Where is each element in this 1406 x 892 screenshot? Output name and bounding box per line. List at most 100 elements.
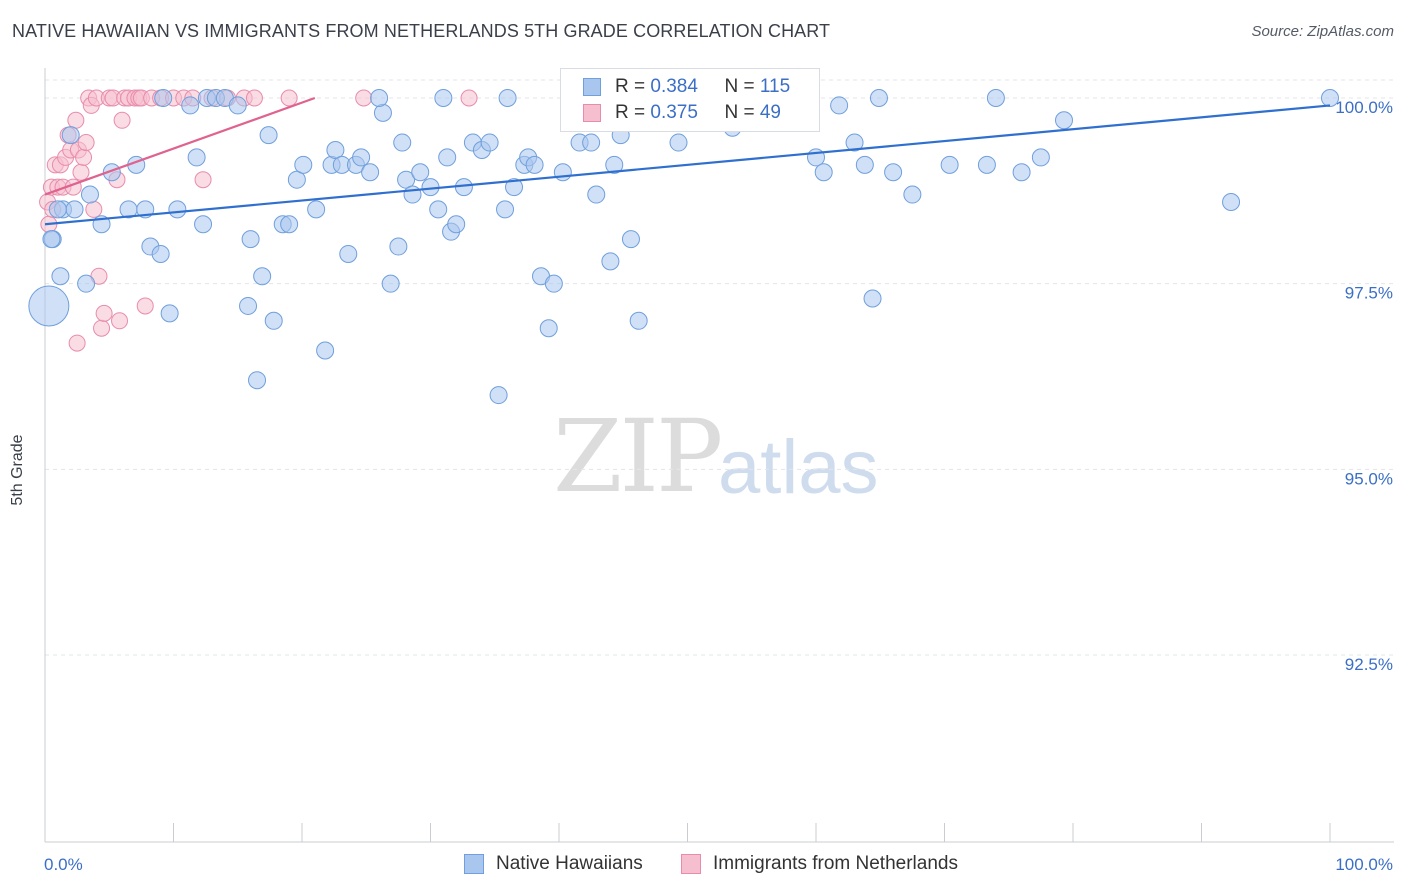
data-point-native-hawaiians [280, 215, 299, 234]
data-point-native-hawaiians [51, 267, 70, 286]
data-point-native-hawaiians [241, 230, 260, 249]
tick-labels: 92.5% 95.0% 97.5% 100.0% 0.0% 100.0% [44, 98, 1393, 874]
data-point-native-hawaiians [239, 296, 258, 315]
data-point-native-hawaiians [42, 230, 61, 249]
y-tick-label: 100.0% [1335, 98, 1393, 117]
data-point-native-hawaiians [307, 200, 326, 219]
series-legend: Native Hawaiians Immigrants from Netherl… [0, 851, 1406, 877]
data-point-native-hawaiians [48, 200, 67, 219]
data-point-native-hawaiians [264, 311, 283, 330]
data-point-native-hawaiians [863, 289, 882, 308]
data-point-native-hawaiians [228, 96, 247, 115]
data-point-immigrants-netherlands [72, 163, 90, 181]
r-value: 0.384 [650, 76, 698, 97]
data-point-native-hawaiians [403, 185, 422, 204]
n-label: N = [724, 102, 760, 123]
legend-swatch-pink [583, 104, 601, 122]
data-point-native-hawaiians [259, 126, 278, 145]
data-point-native-hawaiians [447, 215, 466, 234]
data-point-immigrants-netherlands [245, 89, 263, 107]
data-point-immigrants-netherlands [95, 304, 113, 322]
data-point-native-hawaiians [168, 200, 187, 219]
data-point-native-hawaiians [845, 133, 864, 152]
y-tick-label: 92.5% [1345, 655, 1393, 674]
axes [44, 68, 1394, 843]
data-point-native-hawaiians [525, 155, 544, 174]
data-point-native-hawaiians [601, 252, 620, 271]
legend-swatch-blue [583, 78, 601, 96]
gridlines [45, 79, 1394, 656]
n-label: N = [724, 76, 760, 97]
data-point-native-hawaiians [621, 230, 640, 249]
r-value: 0.375 [650, 102, 698, 123]
data-point-native-hawaiians [61, 126, 80, 145]
data-point-native-hawaiians [986, 89, 1005, 107]
data-point-native-hawaiians [287, 170, 306, 189]
trend-line-native-hawaiians [44, 104, 1331, 226]
legend-item-immigrants-netherlands: Immigrants from Netherlands [681, 853, 958, 875]
data-point-native-hawaiians [1031, 148, 1050, 167]
data-point-native-hawaiians [814, 163, 833, 182]
data-point-native-hawaiians [884, 163, 903, 182]
legend-swatch-pink [681, 854, 701, 874]
data-point-immigrants-netherlands [111, 312, 129, 330]
data-point-native-hawaiians [489, 386, 508, 405]
data-point-immigrants-netherlands [113, 111, 131, 129]
r-label: R = [615, 102, 651, 123]
data-point-immigrants-netherlands [75, 148, 93, 166]
data-point-native-hawaiians [361, 163, 380, 182]
data-point-native-hawaiians [316, 341, 335, 360]
data-point-immigrants-netherlands [280, 89, 298, 107]
data-point-native-hawaiians [830, 96, 849, 115]
data-point-native-hawaiians [582, 133, 601, 152]
watermark-atlas: atlas [718, 425, 879, 510]
data-point-native-hawaiians [434, 89, 453, 107]
n-value: 115 [759, 76, 791, 97]
data-point-immigrants-netherlands [85, 200, 103, 218]
data-point-native-hawaiians [869, 89, 888, 107]
data-point-native-hawaiians [505, 178, 524, 197]
data-point-native-hawaiians [80, 185, 99, 204]
data-point-native-hawaiians [373, 103, 392, 122]
data-point-immigrants-netherlands [68, 334, 86, 352]
data-point-native-hawaiians [940, 155, 959, 174]
data-point-native-hawaiians [253, 267, 272, 286]
trend-line-immigrants-netherlands [44, 96, 316, 196]
data-point-native-hawaiians [326, 140, 345, 159]
r-label: R = [615, 76, 651, 97]
data-point-native-hawaiians [539, 319, 558, 338]
series-native-hawaiians-points [28, 89, 1339, 405]
n-value: 49 [759, 102, 781, 123]
data-point-immigrants-netherlands [67, 111, 85, 129]
data-point-native-hawaiians [194, 215, 213, 234]
data-point-native-hawaiians [393, 133, 412, 152]
data-point-native-hawaiians [28, 285, 70, 327]
data-point-native-hawaiians [154, 89, 173, 107]
data-point-native-hawaiians [544, 274, 563, 293]
data-point-native-hawaiians [1222, 192, 1241, 211]
legend-item-native-hawaiians: Native Hawaiians [464, 853, 643, 875]
correlation-legend: R = 0.384 N = 115 R = 0.375 N = 49 [560, 68, 820, 132]
data-point-native-hawaiians [77, 274, 96, 293]
data-point-native-hawaiians [429, 200, 448, 219]
data-point-immigrants-netherlands [355, 89, 373, 107]
data-point-native-hawaiians [496, 200, 515, 219]
data-point-native-hawaiians [187, 148, 206, 167]
x-tick-label: 0.0% [44, 855, 83, 874]
data-point-native-hawaiians [65, 200, 84, 219]
data-point-native-hawaiians [1055, 111, 1074, 130]
data-point-native-hawaiians [151, 244, 170, 263]
data-point-native-hawaiians [498, 89, 517, 107]
y-tick-label: 97.5% [1345, 284, 1393, 303]
data-point-native-hawaiians [294, 155, 313, 174]
trend-lines [44, 96, 1331, 226]
data-point-immigrants-netherlands [136, 297, 154, 315]
chart-title: NATIVE HAWAIIAN VS IMMIGRANTS FROM NETHE… [12, 21, 831, 41]
data-point-native-hawaiians [339, 244, 358, 263]
data-point-native-hawaiians [248, 371, 267, 390]
data-point-immigrants-netherlands [460, 89, 478, 107]
data-point-native-hawaiians [389, 237, 408, 256]
data-point-native-hawaiians [553, 163, 572, 182]
data-point-native-hawaiians [629, 311, 648, 330]
